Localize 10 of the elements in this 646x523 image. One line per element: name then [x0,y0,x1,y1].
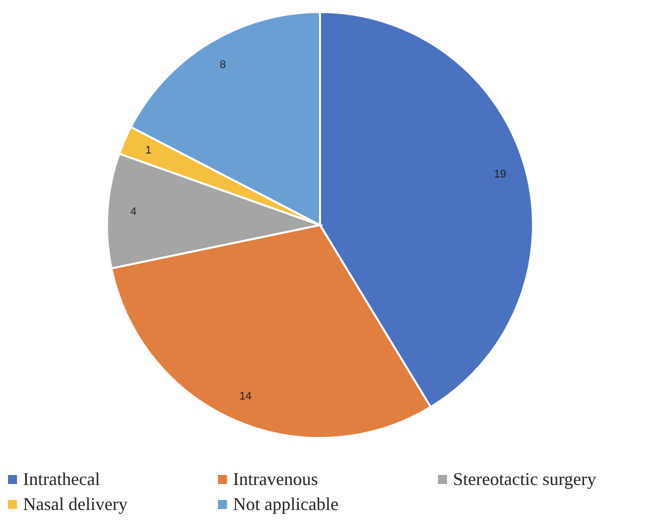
data-label: 1 [145,144,152,156]
legend-label: Nasal delivery [23,494,128,515]
data-label: 8 [220,59,226,72]
data-label: 19 [494,168,506,181]
legend-label: Not applicable [233,494,338,515]
legend-label: Intrathecal [23,469,100,490]
data-label: 14 [239,390,252,403]
legend-label: Stereotactic surgery [453,469,596,490]
legend-label: Intravenous [233,469,318,490]
data-label: 4 [130,206,136,218]
